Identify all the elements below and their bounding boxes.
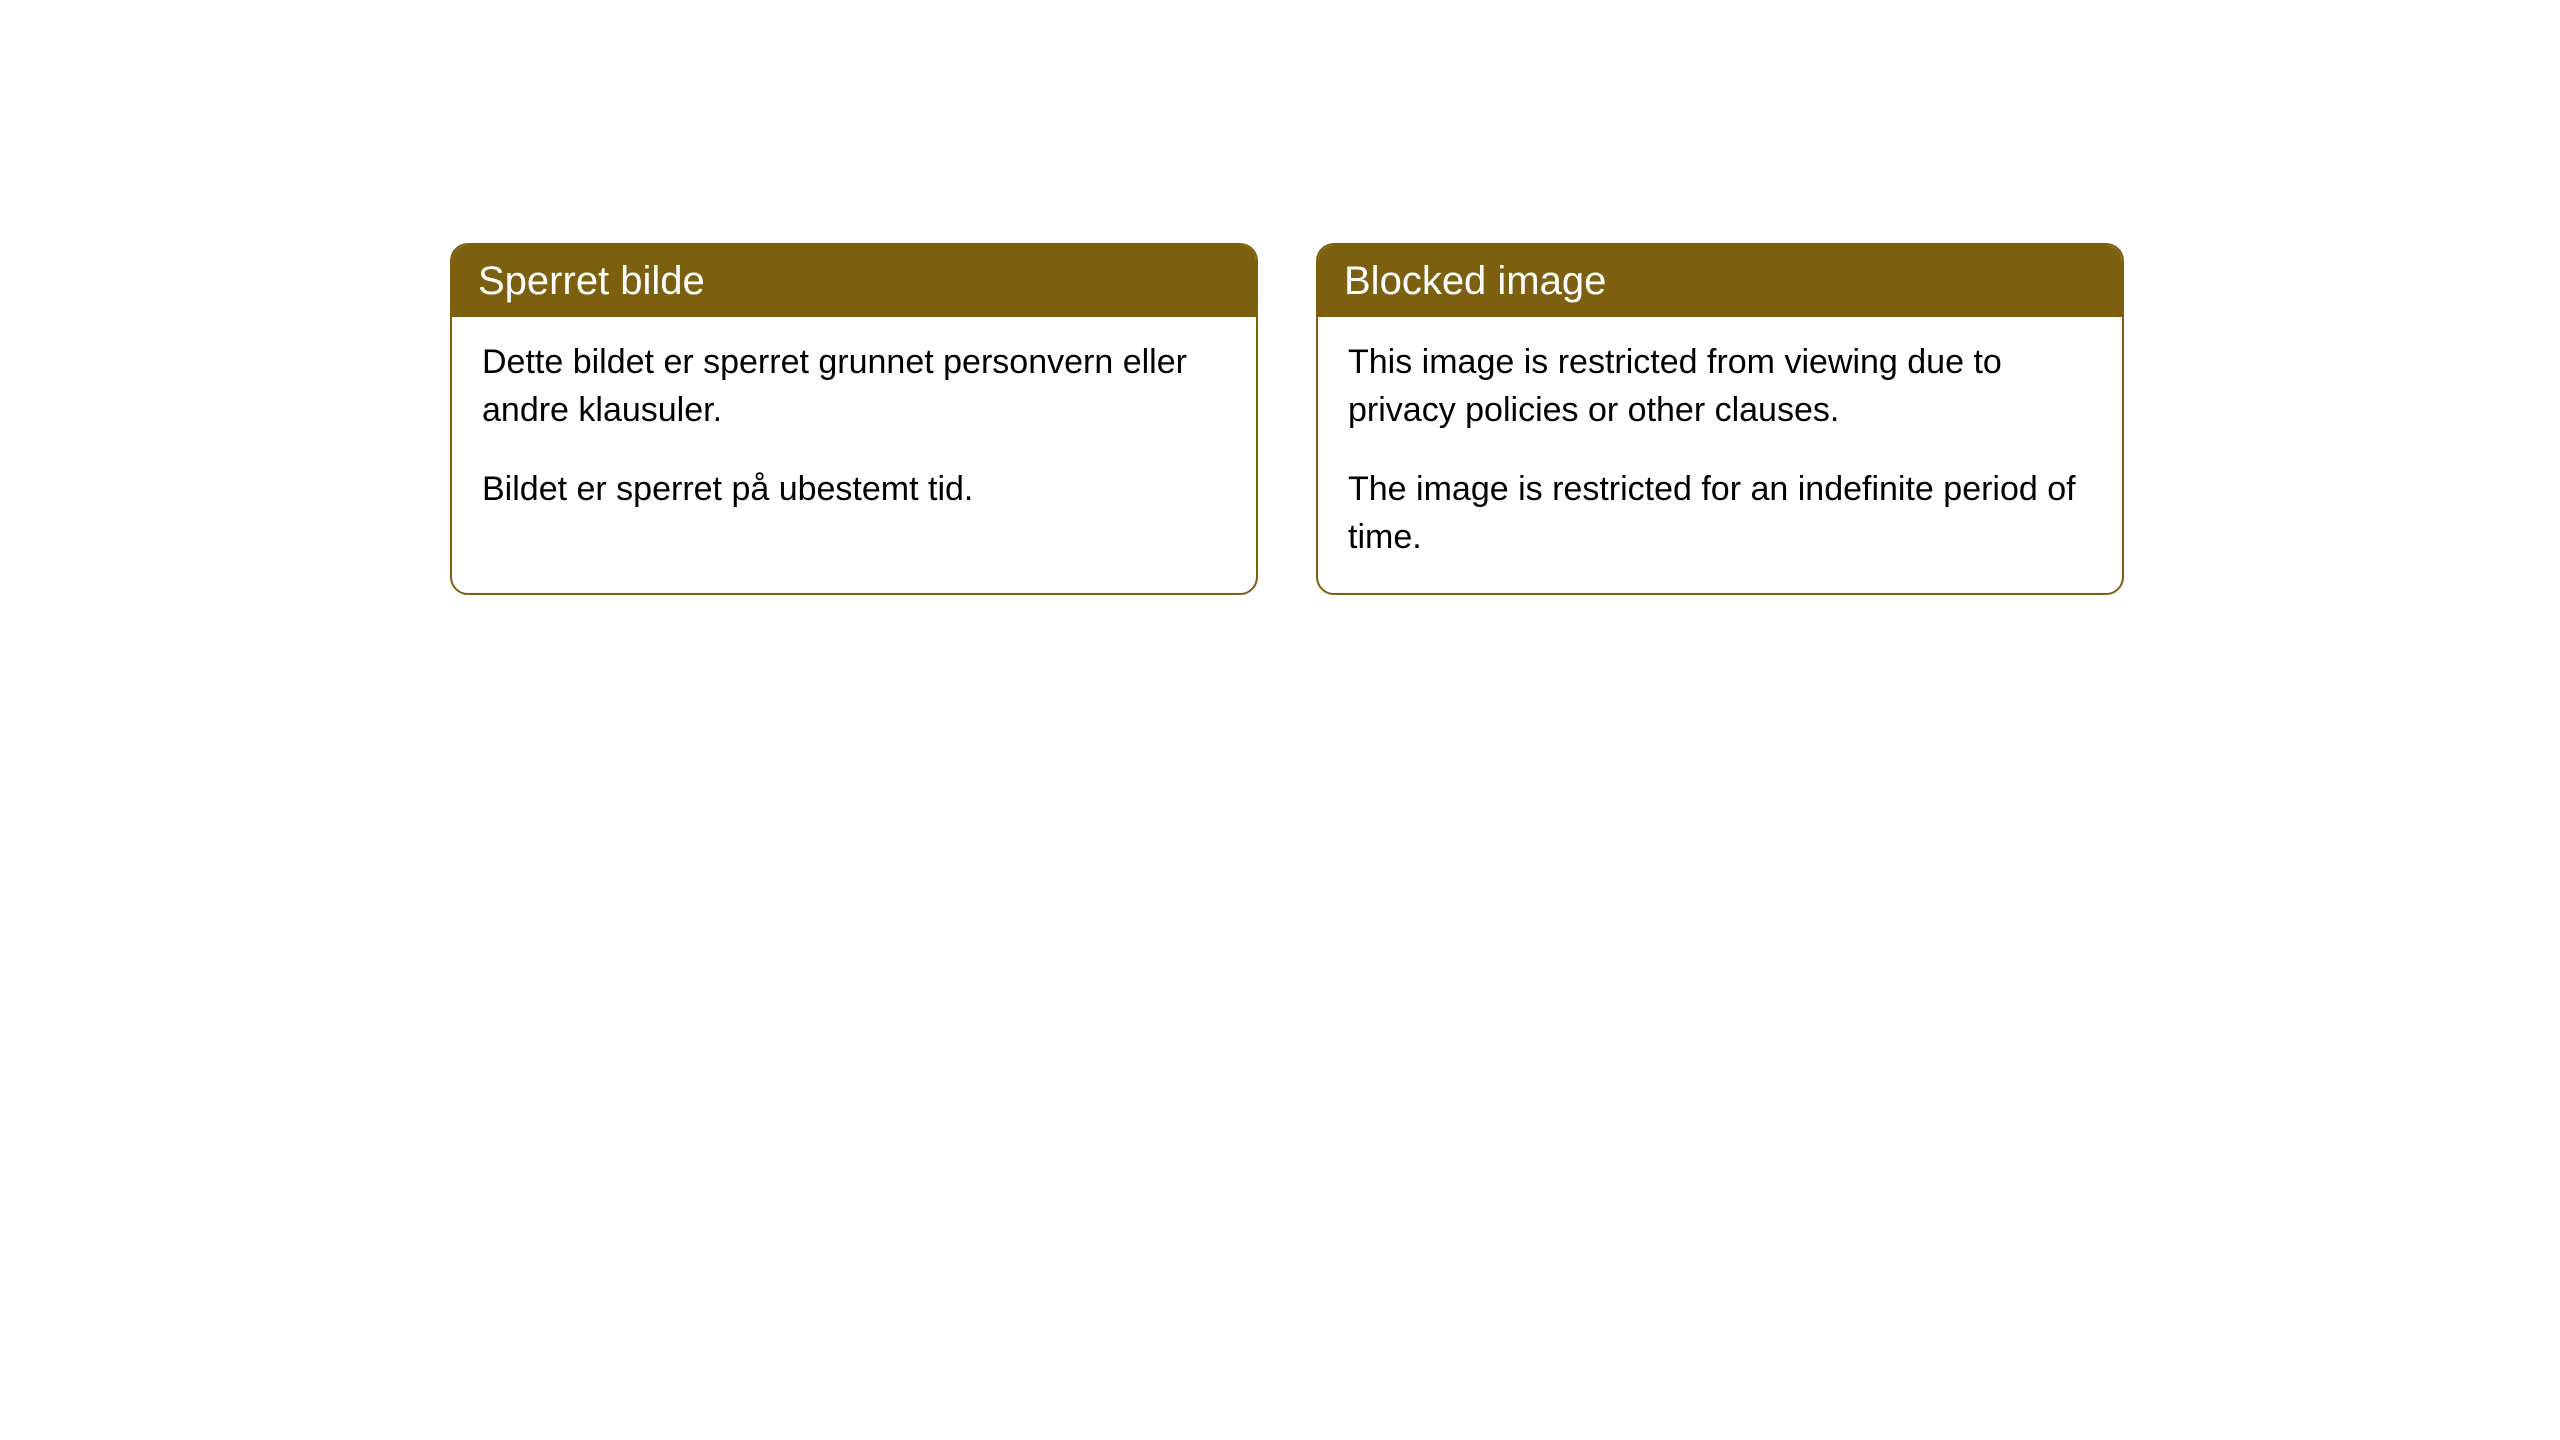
english-paragraph-1: This image is restricted from viewing du…: [1348, 339, 2092, 434]
card-header-norwegian: Sperret bilde: [452, 245, 1256, 317]
norwegian-paragraph-1: Dette bildet er sperret grunnet personve…: [482, 339, 1226, 434]
blocked-image-card-english: Blocked image This image is restricted f…: [1316, 243, 2124, 595]
blocked-image-card-norwegian: Sperret bilde Dette bildet er sperret gr…: [450, 243, 1258, 595]
norwegian-paragraph-2: Bildet er sperret på ubestemt tid.: [482, 466, 1226, 514]
english-paragraph-2: The image is restricted for an indefinit…: [1348, 466, 2092, 561]
card-body-english: This image is restricted from viewing du…: [1318, 317, 2122, 593]
card-body-norwegian: Dette bildet er sperret grunnet personve…: [452, 317, 1256, 546]
card-header-english: Blocked image: [1318, 245, 2122, 317]
notice-cards-container: Sperret bilde Dette bildet er sperret gr…: [450, 243, 2124, 595]
